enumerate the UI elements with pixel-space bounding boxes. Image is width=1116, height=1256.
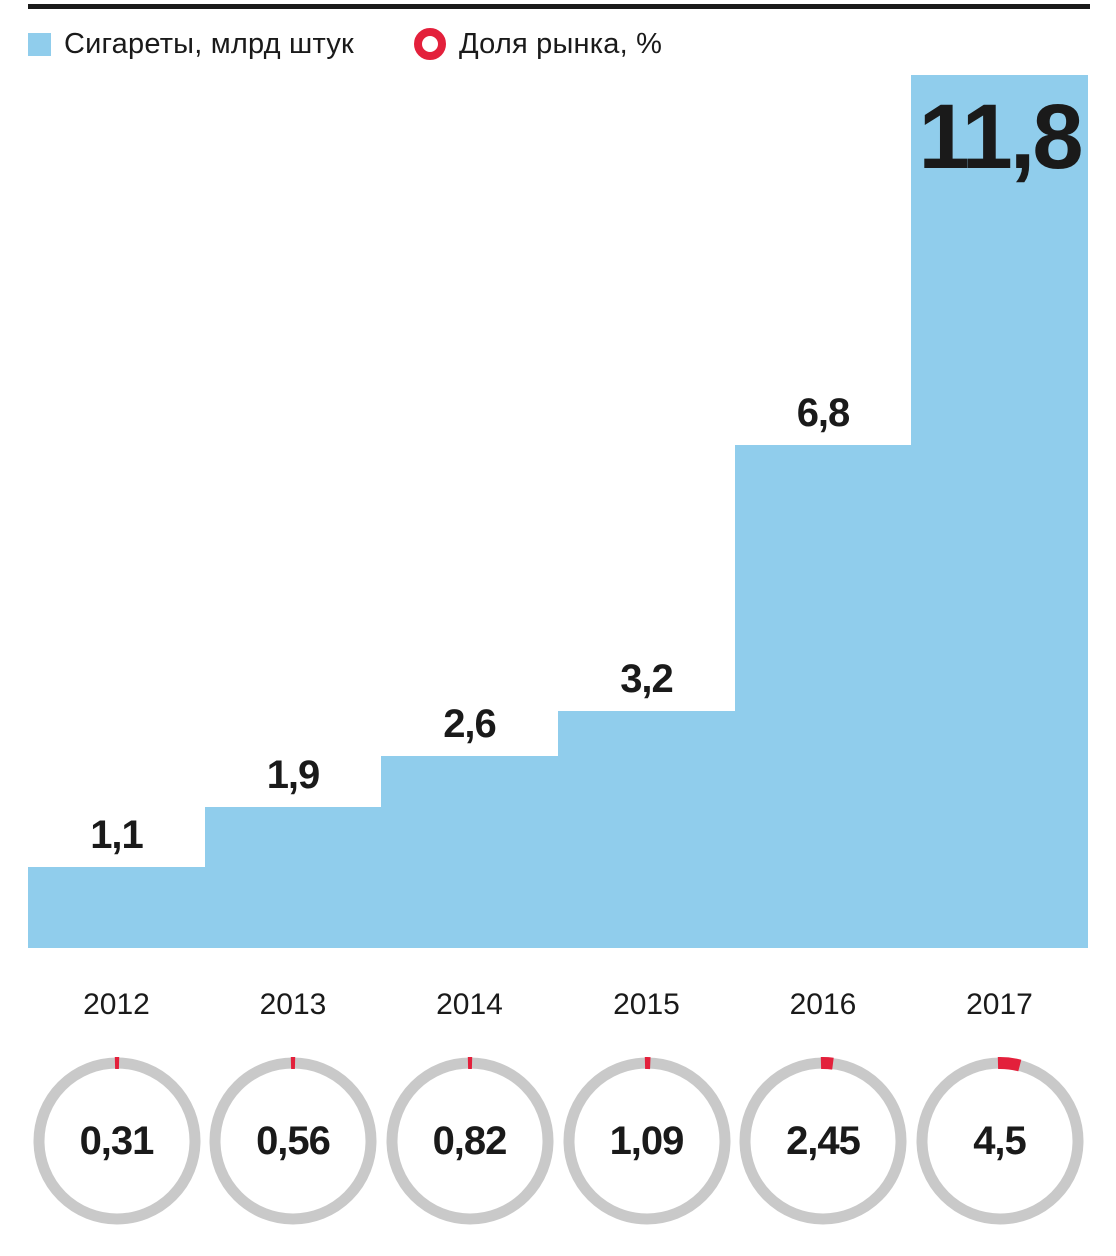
x-axis-label-2015: 2015 xyxy=(613,988,680,1021)
legend-item-market-share: Доля рынка, % xyxy=(414,26,662,62)
market-share-value-2015: 1,09 xyxy=(609,1118,685,1163)
market-share-value-2013: 0,56 xyxy=(256,1118,331,1163)
market-share-donut-2016 xyxy=(738,1056,908,1226)
bar-2017 xyxy=(911,75,1088,948)
bar-value-label-2016: 6,8 xyxy=(796,390,851,435)
x-axis-label-2013: 2013 xyxy=(259,988,327,1021)
bar-2014 xyxy=(381,755,558,948)
x-axis-label-2017: 2017 xyxy=(966,988,1033,1021)
step-bar-chart: 1,1 1,9 2,6 3,2 6,8 11,8 xyxy=(28,75,1088,948)
market-share-value-2016: 2,45 xyxy=(786,1118,861,1163)
market-share-donut-2017 xyxy=(915,1056,1085,1226)
bar-value-label-2013: 1,9 xyxy=(266,753,321,798)
bar-2013 xyxy=(205,807,381,948)
market-share-donut-2012 xyxy=(32,1056,202,1226)
bar-value-label-2015: 3,2 xyxy=(620,657,674,702)
x-axis-label-2014: 2014 xyxy=(436,988,503,1021)
donut-share-arc xyxy=(820,1057,834,1070)
x-axis-label-2016: 2016 xyxy=(789,988,857,1021)
donut-series-ring-icon xyxy=(414,28,446,60)
market-share-donut-2015 xyxy=(562,1056,732,1226)
donut-share-arc xyxy=(997,1057,1021,1072)
legend-item-cigarettes: Сигареты, млрд штук xyxy=(28,26,354,62)
bar-value-label-2012: 1,1 xyxy=(90,812,144,857)
legend-label-market-share: Доля рынка, % xyxy=(459,27,663,60)
bar-2012 xyxy=(28,866,205,948)
market-share-value-2014: 0,82 xyxy=(432,1118,508,1163)
bar-value-label-2017: 11,8 xyxy=(918,86,1084,188)
x-axis-label-2012: 2012 xyxy=(83,988,150,1021)
bar-2015 xyxy=(558,711,735,948)
market-share-donut-2013 xyxy=(208,1056,378,1226)
bar-series-swatch-icon xyxy=(28,32,51,56)
market-share-value-2012: 0,31 xyxy=(79,1118,155,1163)
market-share-value-2017: 4,5 xyxy=(973,1118,1027,1163)
top-divider-rule xyxy=(28,4,1090,9)
legend-label-cigarettes: Сигареты, млрд штук xyxy=(64,27,354,60)
bar-value-label-2014: 2,6 xyxy=(443,701,497,746)
bar-2016 xyxy=(735,444,911,948)
market-share-donut-2014 xyxy=(385,1056,555,1226)
